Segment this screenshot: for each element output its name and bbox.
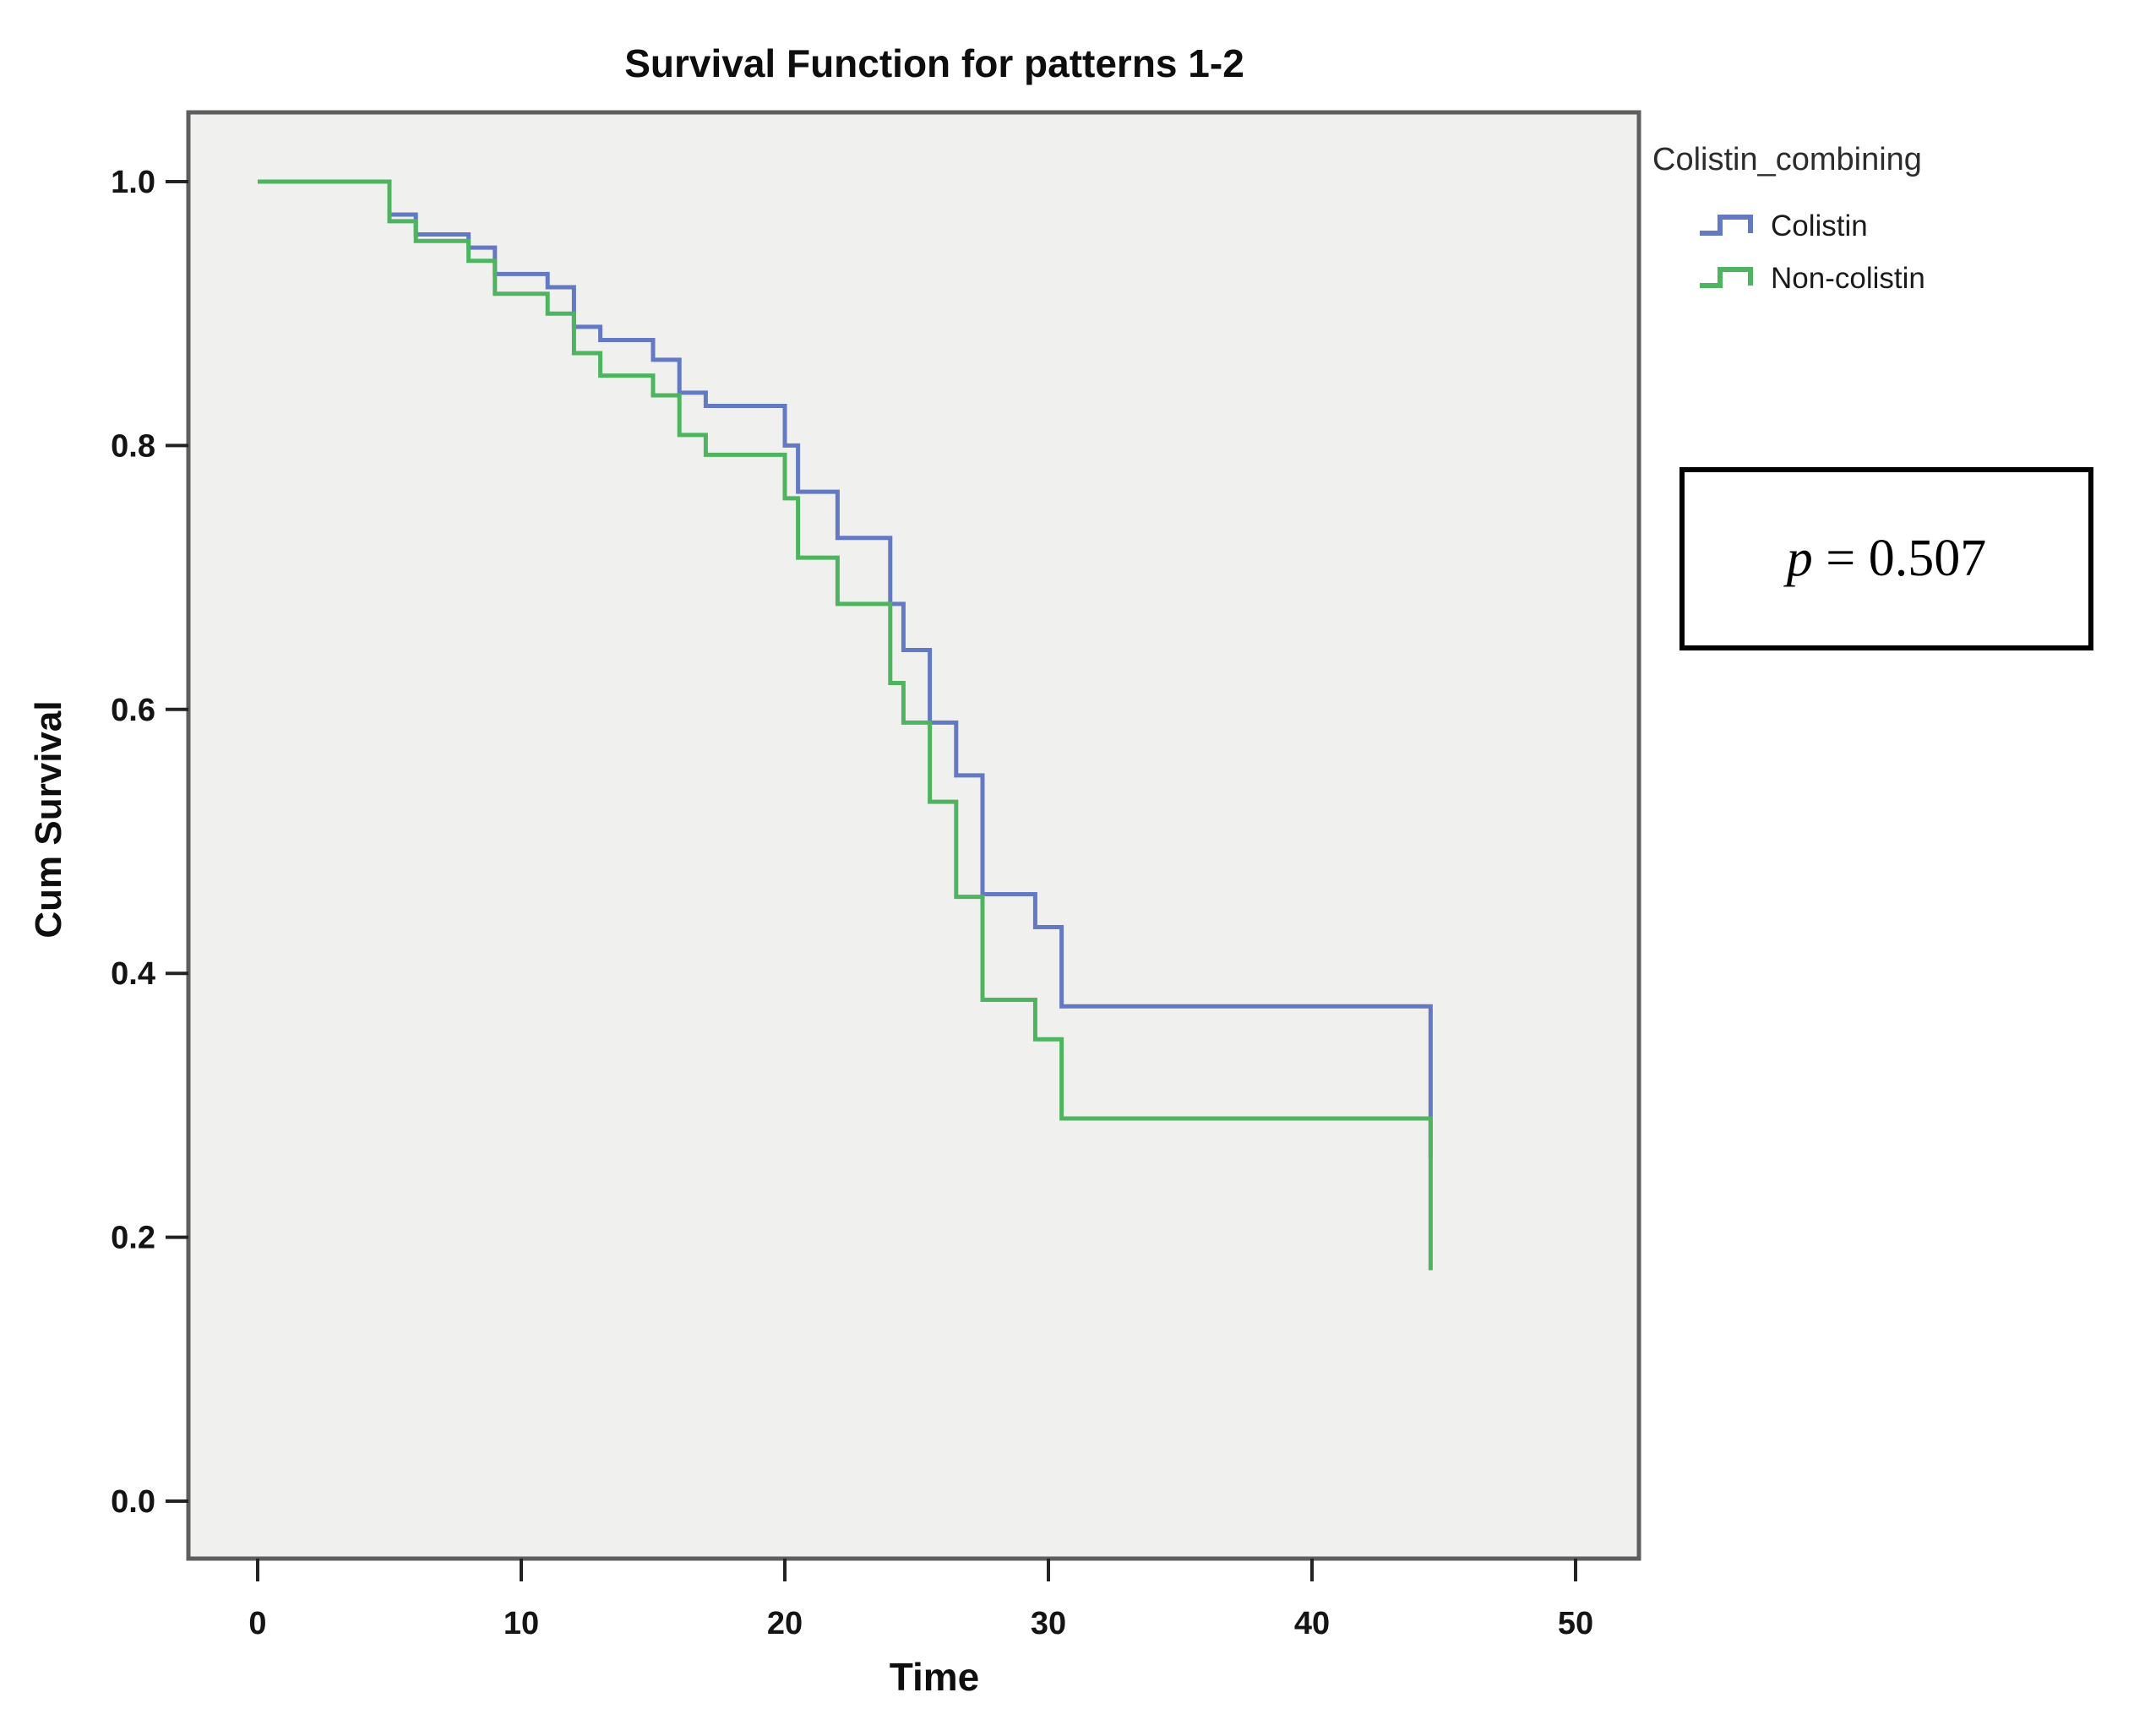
p-equation: = 0.507 — [1812, 530, 1987, 587]
legend-item-colistin: Colistin — [1696, 208, 1868, 245]
y-tick-label: 1.0 — [111, 165, 155, 200]
y-tick-label: 0.0 — [111, 1484, 155, 1520]
legend-label: Colistin — [1771, 210, 1868, 242]
p-value-box: p = 0.507 — [1679, 467, 2093, 650]
y-tick-label: 0.2 — [111, 1221, 155, 1256]
x-tick-label: 30 — [1031, 1606, 1066, 1641]
x-tick-label: 0 — [248, 1606, 266, 1641]
x-tick-label: 10 — [504, 1606, 539, 1641]
step-line-icon — [1700, 215, 1753, 236]
chart-title: Survival Function for patterns 1-2 — [624, 41, 1244, 85]
y-tick-label: 0.6 — [111, 693, 155, 728]
y-tick-label: 0.4 — [111, 956, 155, 992]
x-tick-label: 20 — [767, 1606, 803, 1641]
p-value-text: p = 0.507 — [1787, 529, 1986, 589]
x-axis-title: Time — [889, 1655, 980, 1699]
legend-title: Colistin_combining — [1652, 142, 1922, 177]
p-symbol: p — [1786, 530, 1813, 587]
x-tick-label: 40 — [1294, 1606, 1330, 1641]
legend-label: Non-colistin — [1771, 262, 1925, 295]
legend-item-non-colistin: Non-colistin — [1696, 260, 1925, 297]
y-tick-label: 0.8 — [111, 428, 155, 464]
plot-area — [186, 110, 1641, 1561]
legend: Colistin_combining Colistin Non-colistin — [1652, 142, 2109, 295]
survival-curve-colistin — [258, 179, 1433, 1158]
x-tick-label: 50 — [1558, 1606, 1593, 1641]
survival-curve-non-colistin — [258, 179, 1433, 1271]
step-line-icon — [1700, 267, 1753, 288]
